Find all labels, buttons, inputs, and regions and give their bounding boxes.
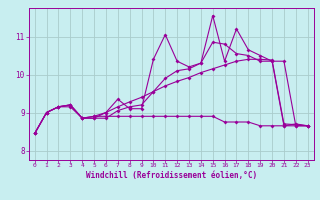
X-axis label: Windchill (Refroidissement éolien,°C): Windchill (Refroidissement éolien,°C): [86, 171, 257, 180]
